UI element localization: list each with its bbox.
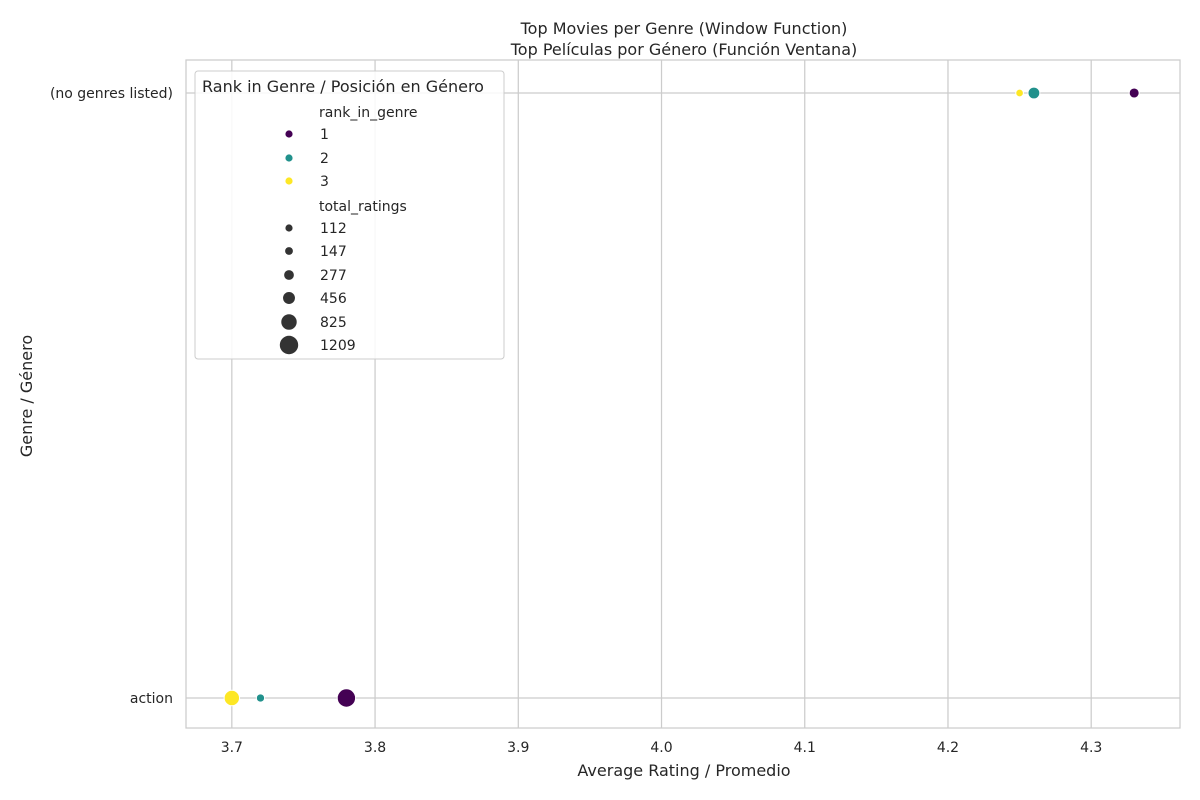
data-point bbox=[1128, 87, 1140, 99]
data-point bbox=[336, 688, 357, 708]
y-tick-label: (no genres listed) bbox=[50, 86, 173, 102]
legend-size-marker bbox=[285, 247, 293, 255]
legend-title: Rank in Genre / Posición en Género bbox=[202, 77, 484, 96]
x-axis-ticks: 3.7 3.8 3.9 4.0 4.1 4.2 4.3 bbox=[221, 740, 1103, 756]
x-tick-label: 3.9 bbox=[507, 740, 529, 756]
points-layer bbox=[223, 86, 1140, 708]
legend-hue-label-entry: 2 bbox=[320, 151, 329, 167]
legend: Rank in Genre / Posición en Género rank_… bbox=[194, 70, 505, 360]
x-tick-label: 3.7 bbox=[221, 740, 243, 756]
x-tick-label: 4.3 bbox=[1080, 740, 1102, 756]
y-axis-label: Genre / Género bbox=[17, 335, 36, 457]
legend-hue-label-entry: 1 bbox=[320, 127, 329, 143]
legend-hue-marker bbox=[285, 177, 293, 185]
legend-size-marker bbox=[279, 335, 299, 355]
legend-hue-marker bbox=[285, 154, 293, 162]
chart-subtitle: Top Películas por Género (Función Ventan… bbox=[510, 40, 858, 59]
x-tick-label: 4.0 bbox=[650, 740, 672, 756]
legend-entries: 1 2 3 112 147 277 456 825 1209 bbox=[279, 127, 356, 355]
legend-size-label-entry: 112 bbox=[320, 221, 347, 237]
legend-size-label-entry: 147 bbox=[320, 244, 347, 260]
legend-hue-marker bbox=[285, 130, 293, 138]
data-point bbox=[255, 693, 266, 703]
legend-hue-label-entry: 3 bbox=[320, 174, 329, 190]
data-point bbox=[223, 689, 241, 707]
legend-size-marker bbox=[283, 292, 295, 304]
x-axis-label: Average Rating / Promedio bbox=[577, 761, 790, 780]
plot-frame bbox=[185, 59, 1181, 729]
legend-size-marker bbox=[285, 224, 293, 232]
legend-hue-label: rank_in_genre bbox=[319, 105, 418, 121]
data-point bbox=[1027, 86, 1041, 100]
legend-size-label-entry: 277 bbox=[320, 268, 347, 284]
x-tick-label: 4.1 bbox=[794, 740, 816, 756]
x-tick-label: 3.8 bbox=[364, 740, 386, 756]
legend-size-label-entry: 456 bbox=[320, 291, 347, 307]
data-point bbox=[1015, 88, 1024, 98]
legend-size-marker bbox=[281, 314, 297, 330]
legend-size-label-entry: 1209 bbox=[320, 338, 356, 354]
y-axis-ticks: (no genres listed) action bbox=[50, 86, 173, 707]
y-tick-label: action bbox=[130, 691, 173, 707]
legend-size-label: total_ratings bbox=[319, 199, 407, 215]
legend-size-marker bbox=[284, 270, 294, 280]
chart-title: Top Movies per Genre (Window Function) bbox=[520, 19, 848, 38]
x-tick-label: 4.2 bbox=[937, 740, 959, 756]
legend-size-label-entry: 825 bbox=[320, 315, 347, 331]
legend-box bbox=[194, 70, 505, 360]
